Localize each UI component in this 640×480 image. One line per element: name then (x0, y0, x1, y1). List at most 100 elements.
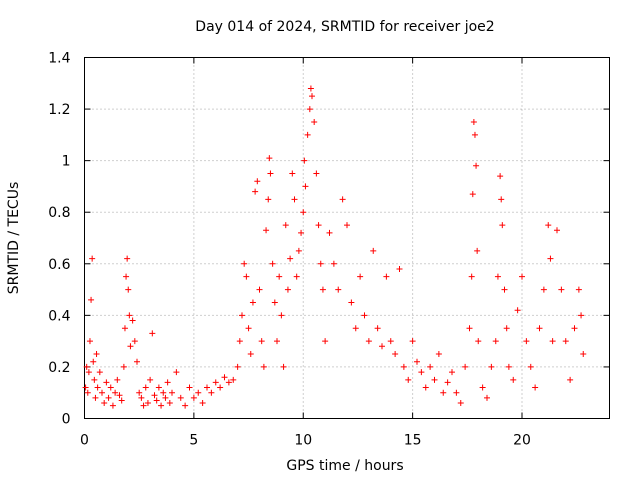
data-point (284, 286, 291, 293)
data-point (387, 338, 394, 345)
data-point (492, 338, 499, 345)
data-point (221, 374, 228, 381)
data-point (357, 273, 364, 280)
data-point (118, 397, 125, 404)
y-tick-label: 0.6 (48, 257, 70, 273)
data-point (532, 384, 539, 391)
data-point (468, 273, 475, 280)
data-point (315, 222, 322, 229)
data-point (83, 363, 90, 370)
data-point (365, 338, 372, 345)
data-point (147, 376, 154, 383)
data-point (160, 389, 167, 396)
data-point (302, 183, 309, 190)
chart-title: Day 014 of 2024, SRMTID for receiver joe… (195, 19, 494, 35)
data-point (131, 338, 138, 345)
data-point (547, 255, 554, 262)
data-point (440, 389, 447, 396)
data-point (127, 343, 134, 350)
data-point (274, 338, 280, 345)
data-point (116, 392, 123, 399)
data-point (392, 351, 399, 358)
data-point (536, 325, 543, 332)
data-point (527, 363, 534, 370)
data-point (190, 394, 197, 401)
data-point (247, 351, 254, 358)
data-point (307, 85, 314, 92)
data-point (311, 118, 318, 125)
data-point (295, 247, 302, 254)
data-point (422, 384, 429, 391)
data-point (479, 384, 486, 391)
grid-lines (84, 57, 610, 419)
data-point (473, 162, 480, 169)
data-point (322, 338, 329, 345)
data-point (96, 369, 103, 376)
data-point (269, 260, 276, 267)
data-point (427, 363, 434, 370)
data-point (243, 273, 250, 280)
data-point (348, 299, 355, 306)
data-point (85, 369, 92, 376)
data-point (562, 338, 569, 345)
data-point (396, 265, 403, 272)
plot-frame (84, 57, 610, 419)
data-point (501, 286, 508, 293)
data-point (99, 389, 105, 396)
data-point (409, 338, 416, 345)
data-point (282, 222, 289, 229)
data-point (306, 106, 313, 113)
data-point (326, 229, 333, 236)
x-axis-label: GPS time / hours (286, 458, 403, 474)
data-point (578, 312, 585, 319)
data-point (254, 178, 261, 185)
data-point (457, 400, 464, 407)
data-point (558, 286, 565, 293)
data-point (469, 191, 476, 198)
data-point (466, 325, 473, 332)
data-point (195, 389, 202, 396)
data-point (162, 394, 169, 401)
data-point (263, 227, 270, 234)
data-point (120, 363, 127, 370)
data-point (280, 363, 287, 370)
data-point (225, 379, 232, 386)
data-point (173, 369, 180, 376)
data-point (149, 330, 156, 337)
data-point (88, 296, 95, 303)
data-point (84, 389, 91, 396)
data-point (352, 325, 359, 332)
data-point (300, 209, 307, 216)
data-point (94, 384, 101, 391)
data-point (278, 312, 285, 319)
data-point (265, 196, 272, 203)
data-point (523, 338, 530, 345)
data-point (503, 325, 510, 332)
data-point (182, 402, 189, 409)
data-point (126, 312, 133, 319)
data-point (186, 384, 193, 391)
x-tick-label: 5 (189, 433, 198, 449)
data-point (488, 363, 495, 370)
data-point (497, 173, 504, 180)
data-point (267, 170, 274, 177)
data-point (138, 394, 145, 401)
data-point (414, 358, 420, 365)
data-point (453, 389, 460, 396)
data-point (256, 286, 263, 293)
data-point (317, 260, 324, 267)
data-point (208, 389, 215, 396)
data-point (124, 255, 131, 262)
data-point (484, 394, 490, 401)
data-point (109, 402, 116, 409)
data-point (92, 394, 99, 401)
data-point (580, 351, 587, 358)
data-point (287, 255, 294, 262)
data-point (241, 260, 248, 267)
data-point (330, 260, 337, 267)
x-tick-label: 15 (404, 433, 422, 449)
data-point (136, 389, 143, 396)
data-point (153, 397, 160, 404)
data-point (103, 379, 110, 386)
data-point (405, 376, 412, 383)
